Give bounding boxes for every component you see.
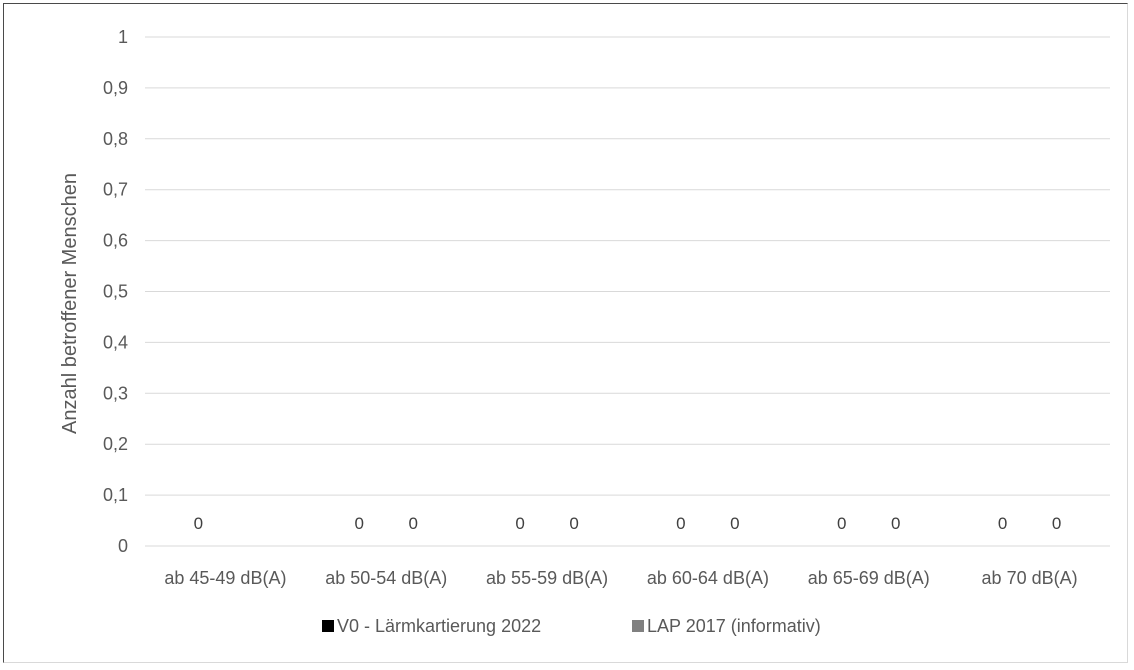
legend-swatch (322, 620, 334, 632)
y-tick-label: 0 (118, 536, 128, 556)
bar-data-label: 0 (837, 514, 846, 533)
y-tick-label: 0,5 (103, 282, 128, 302)
bar-data-label: 0 (409, 514, 418, 533)
y-tick-label: 0,1 (103, 485, 128, 505)
x-category-label: ab 55-59 dB(A) (486, 568, 608, 588)
y-tick-label: 0,4 (103, 332, 128, 352)
x-category-label: ab 70 dB(A) (982, 568, 1078, 588)
legend-swatch (632, 620, 644, 632)
bar-data-label: 0 (1052, 514, 1061, 533)
bar-data-label: 0 (891, 514, 900, 533)
y-tick-label: 0,7 (103, 180, 128, 200)
x-category-label: ab 45-49 dB(A) (164, 568, 286, 588)
chart-frame (3, 3, 1128, 663)
bar-data-label: 0 (569, 514, 578, 533)
bar-data-label: 0 (676, 514, 685, 533)
x-category-label: ab 50-54 dB(A) (325, 568, 447, 588)
y-tick-label: 0,2 (103, 434, 128, 454)
bar-data-label: 0 (730, 514, 739, 533)
y-tick-label: 0,3 (103, 383, 128, 403)
y-axis-title: Anzahl betroffener Menschen (59, 173, 81, 434)
bar-data-label: 0 (515, 514, 524, 533)
x-category-label: ab 60-64 dB(A) (647, 568, 769, 588)
y-tick-label: 0,8 (103, 129, 128, 149)
y-tick-label: 0,6 (103, 231, 128, 251)
legend-label: LAP 2017 (informativ) (647, 616, 821, 636)
y-tick-label: 0,9 (103, 78, 128, 98)
bar-data-label: 0 (355, 514, 364, 533)
bar-data-label: 0 (998, 514, 1007, 533)
y-tick-label: 1 (118, 27, 128, 47)
legend-label: V0 - Lärmkartierung 2022 (337, 616, 541, 636)
bar-data-label: 0 (194, 514, 203, 533)
x-category-label: ab 65-69 dB(A) (808, 568, 930, 588)
